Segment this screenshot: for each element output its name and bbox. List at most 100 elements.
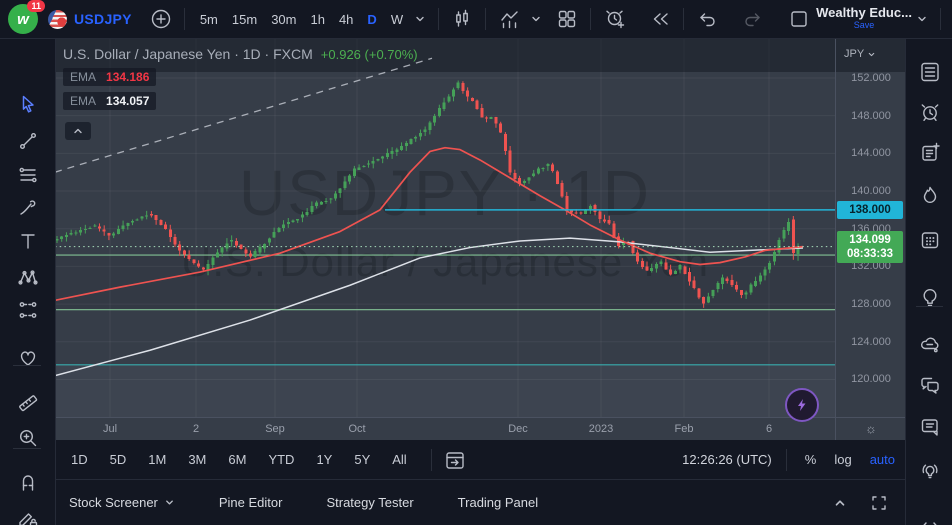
tool-fib-retracement[interactable]: [11, 158, 45, 192]
chevron-down-icon: [416, 16, 424, 22]
bottom-tabs: Stock Screener Pine Editor Strategy Tester…: [69, 495, 582, 510]
chevron-up-icon: [74, 128, 82, 134]
ideas-button[interactable]: [913, 281, 947, 315]
replay-icon: [653, 13, 668, 25]
bottom-panel-controls: [829, 491, 891, 515]
range-all[interactable]: All: [392, 452, 407, 467]
layout-name-button[interactable]: Wealthy Educ... Save: [816, 6, 912, 31]
tab-trading-panel[interactable]: Trading Panel: [457, 495, 539, 510]
timeframe-W[interactable]: W: [390, 11, 404, 27]
tool-measure[interactable]: [11, 386, 45, 420]
calendar-button[interactable]: [913, 223, 947, 257]
range-5y[interactable]: 5Y: [354, 452, 371, 467]
tool-xabcd-pattern[interactable]: [11, 261, 45, 295]
save-label[interactable]: Save: [853, 20, 875, 30]
alerts-button[interactable]: [913, 95, 947, 129]
ema-row-1[interactable]: EMA 134.186: [63, 68, 157, 86]
timeframe-menu-button[interactable]: [410, 9, 430, 29]
hotlists-button[interactable]: [913, 179, 947, 213]
percent-scale-button[interactable]: %: [804, 452, 817, 467]
timeframe-30m[interactable]: 30m: [271, 11, 297, 27]
tool-zoom-in[interactable]: [11, 421, 45, 455]
open-layout-button[interactable]: [784, 4, 814, 34]
chart-plot[interactable]: USDJPY · 1D U.S. Dollar / Japanese Yen U…: [55, 38, 835, 422]
range-6m[interactable]: 6M: [228, 452, 247, 467]
clock-utc[interactable]: 12:26:26 (UTC): [682, 452, 772, 467]
candlestick-chart[interactable]: [55, 38, 835, 417]
ema-row-2[interactable]: EMA 134.057: [63, 92, 157, 110]
goto-date-button[interactable]: [440, 445, 470, 475]
range-1d[interactable]: 1D: [71, 452, 88, 467]
currency-label: JPY: [844, 48, 865, 60]
chats-button[interactable]: [913, 368, 947, 402]
tool-drawing-lock[interactable]: [11, 502, 45, 525]
bar-countdown: 08:33:33: [846, 247, 894, 260]
tool-brush[interactable]: [11, 191, 45, 225]
tool-magnet[interactable]: [11, 466, 45, 500]
separator: [430, 448, 432, 471]
undo-button[interactable]: [692, 4, 722, 34]
candle-style-button[interactable]: [447, 4, 477, 34]
timeframe-15m[interactable]: 15m: [231, 11, 258, 27]
create-alert-button[interactable]: [599, 3, 631, 35]
timeframe-5m[interactable]: 5m: [199, 11, 218, 27]
price-axis[interactable]: JPY 152.000 148.000 144.000 140.000 136.000 1…: [835, 38, 906, 417]
range-1m[interactable]: 1M: [148, 452, 167, 467]
legend-collapse-button[interactable]: [65, 122, 91, 140]
trend-line-icon: [19, 133, 36, 149]
timeframe-1h[interactable]: 1h: [310, 11, 325, 27]
tool-text[interactable]: [11, 224, 45, 258]
theme-toggle[interactable]: ☼: [835, 418, 906, 441]
layout-menu-button[interactable]: [912, 9, 932, 29]
logo-glyph: w: [17, 10, 29, 28]
tool-cursor[interactable]: [11, 87, 45, 121]
indicators-menu-button[interactable]: [526, 9, 546, 29]
tool-prediction[interactable]: [11, 293, 45, 327]
chats-icon: [920, 377, 939, 394]
watchlist-button[interactable]: [913, 55, 947, 89]
price-tick: 144.000: [851, 147, 891, 160]
ruler-icon: [18, 395, 37, 412]
notes-button[interactable]: [913, 136, 947, 170]
panel-maximize-button[interactable]: [867, 491, 891, 515]
redo-button[interactable]: [738, 4, 768, 34]
time-tick: Sep: [265, 423, 285, 435]
tab-strategy-tester[interactable]: Strategy Tester: [326, 495, 414, 510]
minds-button[interactable]: [913, 328, 947, 362]
tab-pine-editor[interactable]: Pine Editor: [218, 495, 283, 510]
time-axis[interactable]: Jul 2 Sep Oct Dec 2023 Feb 6 ☼: [55, 417, 905, 441]
timeframe-D[interactable]: D: [367, 11, 377, 27]
tool-favorites[interactable]: [11, 341, 45, 375]
legend-title[interactable]: U.S. Dollar / Japanese Yen · 1D · FXCM: [63, 46, 313, 62]
symbol-button[interactable]: USDJPY: [74, 11, 132, 27]
flame-icon: [923, 186, 936, 203]
bar-replay-button[interactable]: [645, 4, 675, 34]
comments-button[interactable]: [913, 410, 947, 444]
indicators-button[interactable]: [494, 4, 526, 34]
sun-icon: ☼: [865, 421, 877, 436]
tool-trend-line[interactable]: [11, 124, 45, 158]
range-3m[interactable]: 3M: [188, 452, 207, 467]
chevron-down-icon: [165, 500, 173, 505]
currency-selector[interactable]: JPY: [844, 48, 876, 60]
streams-button[interactable]: [913, 455, 947, 489]
candles-icon: [456, 9, 468, 27]
price-tick: 132.000: [851, 260, 891, 273]
panel-collapse-button[interactable]: [829, 492, 851, 514]
wealthy-education-logo[interactable]: w 11: [8, 0, 45, 34]
sidebar-more-button[interactable]: [913, 500, 947, 525]
range-1y[interactable]: 1Y: [316, 452, 333, 467]
watchlist-icon: [920, 62, 939, 82]
range-5d[interactable]: 5D: [109, 452, 127, 467]
axis-settings: 12:26:26 (UTC) % log auto: [682, 448, 895, 471]
compare-add-button[interactable]: [146, 4, 176, 34]
ema1-label: EMA: [70, 70, 97, 84]
range-ytd[interactable]: YTD: [268, 452, 295, 467]
multichart-layout-button[interactable]: [552, 4, 582, 34]
log-scale-button[interactable]: log: [834, 452, 852, 467]
tab-stock-screener[interactable]: Stock Screener: [69, 495, 175, 510]
auto-scale-button[interactable]: auto: [869, 452, 895, 467]
range-toolbar: 1D 5D 1M 3M 6M YTD 1Y 5Y All 12:26:26 (UTC) % lo…: [55, 440, 905, 480]
timeframe-4h[interactable]: 4h: [338, 11, 354, 27]
quick-trade-button[interactable]: [785, 388, 819, 422]
